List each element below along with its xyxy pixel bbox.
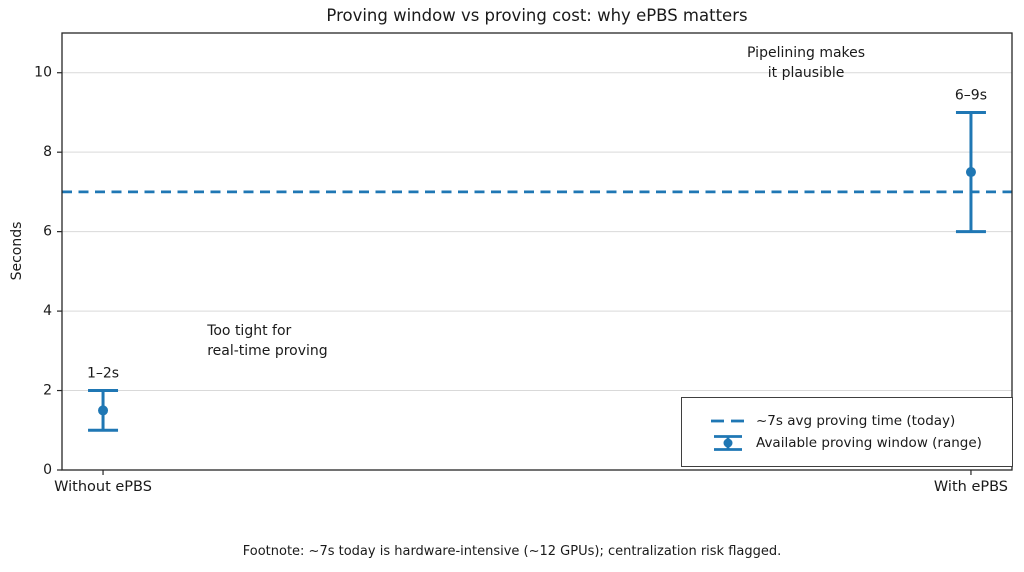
errorbar-swatch	[714, 434, 742, 451]
x-tick-label: Without ePBS	[54, 479, 152, 495]
y-tick-label: 0	[43, 462, 52, 478]
y-tick-label: 6	[43, 224, 52, 240]
y-tick-label: 8	[43, 144, 52, 160]
legend-label-avg-proving-time: ~7s avg proving time (today)	[756, 412, 956, 429]
range-label: 1–2s	[87, 366, 119, 382]
y-tick-label: 2	[43, 383, 52, 399]
annotation: Pipelining makes it plausible	[747, 45, 865, 81]
x-tick-label: With ePBS	[934, 479, 1008, 495]
legend-item-proving-window: Available proving window (range)	[710, 434, 1012, 452]
data-point	[98, 405, 109, 416]
data-point	[965, 167, 976, 178]
range-label: 6–9s	[955, 87, 987, 103]
legend-item-avg-proving-time: ~7s avg proving time (today)	[710, 413, 1012, 429]
y-tick-label: 10	[34, 65, 52, 81]
chart-title: Proving window vs proving cost: why ePBS…	[326, 6, 748, 25]
axes-border	[61, 32, 1013, 471]
y-tick-label: 4	[43, 303, 52, 319]
footnote: Footnote: ~7s today is hardware-intensiv…	[242, 544, 782, 559]
legend-label-proving-window: Available proving window (range)	[756, 434, 982, 451]
y-axis-label: Seconds	[9, 221, 25, 281]
legend: ~7s avg proving time (today) Available p…	[681, 397, 1013, 467]
dashed-line-swatch	[711, 419, 744, 422]
annotation: Too tight for real-time proving	[206, 323, 328, 359]
